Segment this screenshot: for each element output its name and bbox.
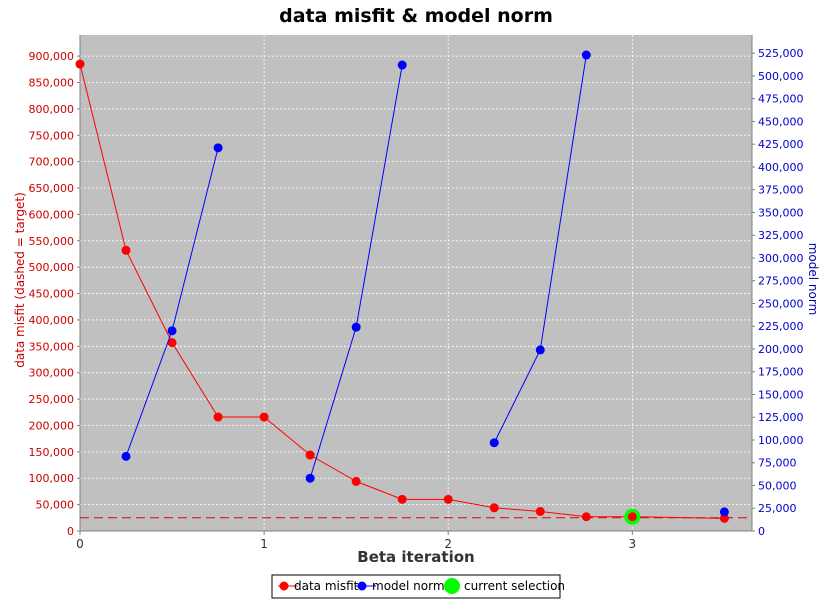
legend-label-misfit: data misfit — [294, 579, 359, 593]
misfit-point — [719, 513, 729, 523]
norm-point — [121, 451, 131, 461]
norm-point — [489, 438, 499, 448]
misfit-point — [351, 476, 361, 486]
right-tick-label: 300,000 — [758, 252, 804, 265]
misfit-point — [443, 494, 453, 504]
right-tick-label: 175,000 — [758, 366, 804, 379]
plot-area — [80, 35, 752, 531]
left-tick-label: 700,000 — [29, 156, 75, 169]
right-axis-ticks: 0 25,000 50,000 75,000 100,000 125,000 150,000… — [752, 47, 804, 538]
norm-point — [213, 143, 223, 153]
misfit-point — [259, 412, 269, 422]
left-tick-label: 850,000 — [29, 76, 75, 89]
norm-point — [351, 322, 361, 332]
norm-point — [305, 473, 315, 483]
norm-point — [397, 60, 407, 70]
series-model-norm — [121, 50, 729, 517]
left-tick-label: 100,000 — [29, 472, 75, 485]
chart-title: data misfit & model norm — [279, 5, 553, 27]
x-tick-label: 2 — [444, 537, 452, 551]
norm-point — [581, 50, 591, 60]
right-tick-label: 325,000 — [758, 229, 804, 242]
misfit-point — [121, 245, 131, 255]
x-axis-ticks: 0 1 2 3 — [76, 531, 636, 551]
right-tick-label: 425,000 — [758, 138, 804, 151]
right-tick-label: 350,000 — [758, 206, 804, 219]
selection-inner-point — [627, 512, 637, 522]
legend-box — [271, 574, 561, 599]
left-tick-label: 450,000 — [29, 288, 75, 301]
misfit-point — [489, 503, 499, 513]
left-tick-label: 600,000 — [29, 208, 75, 221]
right-tick-label: 0 — [758, 525, 765, 538]
left-tick-label: 900,000 — [29, 50, 75, 63]
legend-label-norm: model norm — [372, 579, 445, 593]
right-tick-label: 50,000 — [758, 479, 797, 492]
misfit-point — [305, 450, 315, 460]
x-axis-label: Beta iteration — [357, 548, 474, 566]
misfit-point — [167, 338, 177, 348]
right-tick-label: 400,000 — [758, 161, 804, 174]
right-tick-label: 100,000 — [758, 434, 804, 447]
left-tick-label: 650,000 — [29, 182, 75, 195]
left-tick-label: 300,000 — [29, 367, 75, 380]
right-tick-label: 250,000 — [758, 297, 804, 310]
left-tick-label: 750,000 — [29, 129, 75, 142]
left-tick-label: 200,000 — [29, 419, 75, 432]
misfit-point — [397, 494, 407, 504]
right-tick-label: 500,000 — [758, 70, 804, 83]
grid-lines — [79, 35, 752, 532]
right-tick-label: 450,000 — [758, 115, 804, 128]
misfit-point — [213, 412, 223, 422]
left-tick-label: 150,000 — [29, 446, 75, 459]
x-tick-label: 0 — [76, 537, 84, 551]
right-tick-label: 25,000 — [758, 502, 797, 515]
right-tick-label: 150,000 — [758, 388, 804, 401]
left-tick-label: 50,000 — [36, 499, 75, 512]
misfit-point — [535, 506, 545, 516]
misfit-point — [581, 512, 591, 522]
left-tick-label: 0 — [67, 525, 74, 538]
x-tick-label: 1 — [260, 537, 268, 551]
right-axis-label: model norm — [806, 243, 820, 316]
right-tick-label: 75,000 — [758, 457, 797, 470]
x-tick-label: 3 — [629, 537, 637, 551]
left-tick-label: 800,000 — [29, 103, 75, 116]
left-tick-label: 500,000 — [29, 261, 75, 274]
norm-point — [719, 507, 729, 517]
right-tick-label: 225,000 — [758, 320, 804, 333]
legend: data misfit model norm current selection — [271, 574, 565, 599]
norm-point — [167, 326, 177, 336]
right-tick-label: 200,000 — [758, 343, 804, 356]
left-tick-label: 400,000 — [29, 314, 75, 327]
right-tick-label: 475,000 — [758, 93, 804, 106]
right-tick-label: 375,000 — [758, 184, 804, 197]
right-tick-label: 125,000 — [758, 411, 804, 424]
series-current-selection — [624, 508, 641, 525]
misfit-line — [79, 63, 725, 519]
norm-point — [535, 345, 545, 355]
left-tick-label: 550,000 — [29, 235, 75, 248]
left-axis-label: data misfit (dashed = target) — [13, 192, 27, 368]
left-tick-label: 350,000 — [29, 340, 75, 353]
legend-marker-selection — [444, 578, 460, 594]
legend-marker-norm — [357, 581, 367, 591]
legend-marker-misfit — [279, 581, 289, 591]
legend-label-selection: current selection — [464, 579, 565, 593]
left-axis-ticks: 0 50,000 100,000 150,000 200,000 250,000 300,0… — [29, 50, 80, 538]
right-tick-label: 525,000 — [758, 47, 804, 60]
series-data-misfit — [75, 59, 729, 523]
axes — [79, 35, 753, 532]
left-tick-label: 250,000 — [29, 393, 75, 406]
misfit-point — [75, 59, 85, 69]
right-tick-label: 275,000 — [758, 275, 804, 288]
